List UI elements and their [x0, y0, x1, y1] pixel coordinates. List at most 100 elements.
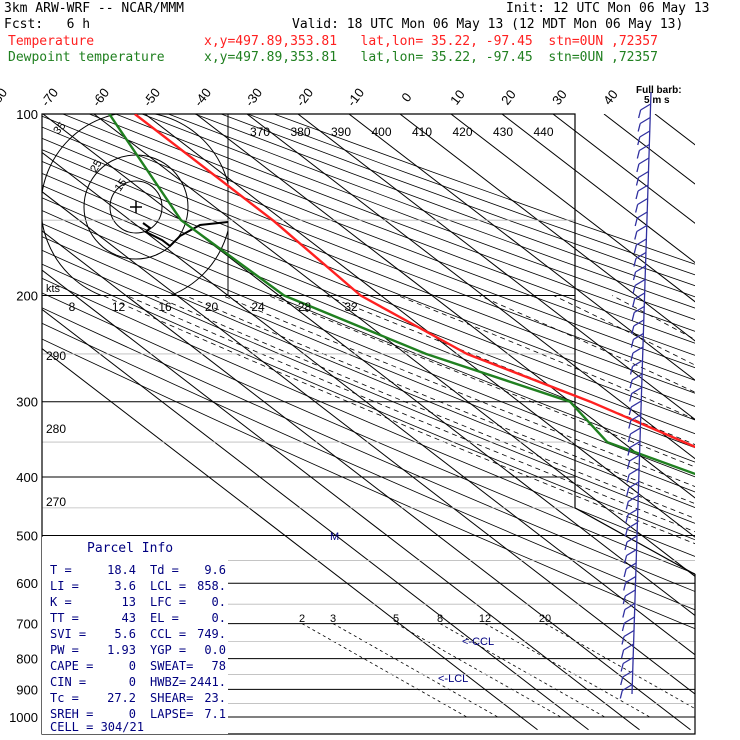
parcel-row-label: CIN = — [50, 675, 86, 689]
isotherm-line — [93, 114, 695, 577]
wind-barb — [620, 656, 634, 672]
wind-barb — [629, 373, 643, 389]
isotherm-line — [297, 114, 695, 421]
mixing-ratio-label: 12 — [479, 613, 491, 625]
dry-adiabat — [273, 114, 695, 265]
wind-barb — [623, 575, 637, 591]
temperature-profile-line — [134, 114, 695, 449]
theta-label: 420 — [452, 125, 472, 139]
parcel-panel — [42, 537, 228, 734]
pressure-tick-label: 100 — [16, 107, 38, 122]
pressure-tick-label: 800 — [16, 652, 38, 667]
ccl-marker: <-CCL — [462, 636, 494, 648]
parcel-row-value: 13 — [122, 595, 136, 609]
parcel-row-label: SREH = — [50, 707, 93, 721]
wind-barb — [628, 413, 642, 429]
moist-adiabat — [153, 295, 695, 519]
parcel-row-value: 27.2 — [107, 691, 136, 705]
parcel-row-label: PW = — [50, 643, 79, 657]
dry-adiabat — [42, 210, 695, 478]
dry-adiabat — [42, 160, 695, 421]
moist-adiabat — [222, 295, 695, 488]
isotherm-line — [501, 114, 695, 264]
theta-label: 400 — [371, 125, 391, 139]
parcel-row-value: 0. — [212, 595, 226, 609]
parcel-marker: M — [330, 531, 339, 543]
temperature-legend: Temperature — [8, 34, 95, 49]
hodograph-speed-label: 12 — [112, 300, 126, 314]
wind-barb — [622, 589, 636, 605]
wind-barb — [623, 548, 637, 564]
theta-label-left: 290 — [46, 349, 66, 363]
chart-title: 3km ARW-WRF -- NCAR/MMM — [4, 1, 185, 16]
dry-adiabat — [42, 149, 695, 407]
hodograph-ring-label: 25 — [88, 158, 105, 175]
mixing-ratio-label: 2 — [299, 613, 305, 625]
isotherm-line — [42, 114, 695, 617]
wind-barb-unit: 5 m s — [644, 95, 670, 106]
temperature-tick-label: -40 — [191, 85, 214, 109]
dry-adiabat — [42, 249, 695, 524]
isotherm-line — [654, 114, 695, 146]
wind-barb — [635, 170, 649, 186]
moist-adiabat — [478, 295, 695, 393]
mixing-ratio-line — [544, 623, 695, 710]
wind-barb — [621, 616, 635, 632]
wind-barb-staff — [631, 91, 652, 695]
wind-barb — [631, 305, 645, 321]
dewpoint-location: x,y=497.89,353.81 lat,lon= 35.22, -97.45… — [204, 50, 658, 65]
wind-barb-title: Full barb: — [636, 85, 682, 96]
wind-barb — [622, 602, 636, 618]
lcl-marker: <-LCL — [438, 673, 468, 685]
parcel-row-label: HWBZ= — [150, 675, 186, 689]
parcel-row-label: TT = — [50, 611, 79, 625]
moist-adiabat — [184, 295, 695, 505]
parcel-row-label: Tc = — [50, 691, 79, 705]
pressure-tick-label: 700 — [16, 617, 38, 632]
wind-barb — [636, 143, 650, 159]
parcel-row-value: 5.6 — [114, 627, 136, 641]
temperature-tick-label: -70 — [38, 85, 61, 109]
isotherm-line — [450, 114, 695, 303]
hodograph-speed-label: 28 — [298, 300, 312, 314]
isotherm-line — [552, 114, 695, 224]
parcel-row-value: 2441. — [190, 675, 226, 689]
pressure-tick-label: 900 — [16, 682, 38, 697]
wind-barb — [630, 332, 644, 348]
wind-barb — [635, 184, 649, 200]
mixing-ratio-label: 8 — [437, 613, 443, 625]
temperature-tick-label: 0 — [398, 90, 414, 105]
theta-label-left: 280 — [46, 422, 66, 436]
pressure-tick-label: 1000 — [9, 710, 38, 725]
moist-adiabat — [268, 295, 695, 468]
temperature-tick-label: -20 — [293, 85, 316, 109]
wind-barb — [625, 494, 639, 510]
parcel-row-label: LFC = — [150, 595, 186, 609]
isotherm-line — [399, 114, 695, 342]
wind-barb — [624, 521, 638, 537]
hodograph-ring-label: 15 — [113, 177, 130, 194]
pressure-tick-label: 200 — [16, 289, 38, 304]
wind-barb — [626, 467, 640, 483]
wind-barb — [637, 116, 651, 132]
theta-label: 370 — [250, 125, 270, 139]
moist-adiabat — [553, 295, 695, 366]
parcel-row-label: LCL = — [150, 579, 186, 593]
theta-label: 410 — [412, 125, 432, 139]
parcel-row-value: 0 — [129, 659, 136, 673]
wind-barb — [631, 319, 645, 335]
parcel-row-label: CAPE = — [50, 659, 93, 673]
hodograph-speed-label: 16 — [158, 300, 172, 314]
dry-adiabat — [42, 115, 695, 369]
parcel-row-label: T = — [50, 563, 72, 577]
wind-barb — [627, 427, 641, 443]
wind-barb — [620, 643, 634, 659]
valid-time: Valid: 18 UTC Mon 06 May 13 (12 MDT Mon … — [292, 17, 684, 32]
isotherm-line — [144, 114, 695, 538]
isotherm-line — [42, 269, 640, 731]
wind-barb — [621, 629, 635, 645]
hodograph-speed-label: 32 — [344, 300, 358, 314]
isotherm-line — [42, 151, 695, 656]
wind-barb — [637, 103, 651, 119]
